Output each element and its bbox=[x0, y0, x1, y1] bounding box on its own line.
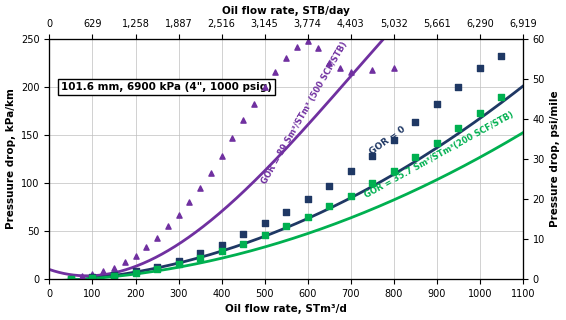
Point bbox=[250, 102, 259, 107]
Point bbox=[77, 274, 86, 279]
Point bbox=[174, 212, 183, 217]
Point bbox=[497, 53, 506, 59]
Point bbox=[152, 266, 161, 271]
Point bbox=[217, 242, 226, 247]
Y-axis label: Pressure drop, psi/mile: Pressure drop, psi/mile bbox=[551, 91, 560, 227]
Point bbox=[195, 185, 204, 190]
Point bbox=[152, 264, 161, 269]
Point bbox=[346, 70, 355, 75]
Point bbox=[325, 183, 334, 188]
Point bbox=[238, 117, 247, 122]
Point bbox=[238, 241, 247, 246]
Point bbox=[346, 193, 355, 198]
Point bbox=[293, 44, 302, 49]
Point bbox=[120, 259, 129, 264]
Point bbox=[66, 276, 75, 281]
Point bbox=[206, 171, 215, 176]
Point bbox=[260, 221, 269, 226]
Point bbox=[217, 154, 226, 159]
Point bbox=[411, 155, 420, 160]
Point bbox=[217, 249, 226, 254]
Point bbox=[282, 224, 291, 229]
Point bbox=[303, 197, 312, 202]
Point bbox=[88, 272, 97, 277]
Point bbox=[152, 235, 161, 240]
Y-axis label: Pressuure drop, kPa/km: Pressuure drop, kPa/km bbox=[6, 89, 15, 229]
Point bbox=[325, 60, 334, 65]
Point bbox=[336, 65, 345, 70]
Point bbox=[260, 232, 269, 237]
Point bbox=[475, 65, 484, 70]
Point bbox=[109, 273, 118, 278]
Point bbox=[271, 70, 280, 75]
Point bbox=[131, 253, 140, 259]
Point bbox=[389, 65, 398, 70]
Point bbox=[174, 258, 183, 263]
Point bbox=[163, 224, 172, 229]
Point bbox=[389, 168, 398, 173]
Point bbox=[432, 102, 441, 107]
Point bbox=[497, 94, 506, 99]
Point bbox=[98, 269, 108, 274]
Point bbox=[303, 38, 312, 43]
X-axis label: Oil flow rate, STB/day: Oil flow rate, STB/day bbox=[222, 5, 350, 16]
Point bbox=[131, 269, 140, 274]
Point bbox=[282, 55, 291, 60]
Point bbox=[88, 275, 97, 280]
Point bbox=[475, 110, 484, 116]
Point bbox=[368, 180, 377, 186]
X-axis label: Oil flow rate, STm³/d: Oil flow rate, STm³/d bbox=[225, 304, 347, 315]
Point bbox=[454, 84, 463, 90]
Point bbox=[238, 231, 247, 236]
Point bbox=[131, 270, 140, 276]
Point bbox=[368, 67, 377, 72]
Point bbox=[368, 154, 377, 159]
Text: GOR = 35.7 Sm³/STm³(200 SCF/STB): GOR = 35.7 Sm³/STm³(200 SCF/STB) bbox=[363, 109, 516, 199]
Point bbox=[66, 275, 75, 280]
Point bbox=[432, 140, 441, 145]
Text: GOR = 89 Sm³/STm³ (500 SCF/STB): GOR = 89 Sm³/STm³ (500 SCF/STB) bbox=[260, 40, 349, 186]
Point bbox=[195, 251, 204, 256]
Point bbox=[185, 200, 194, 205]
Point bbox=[88, 275, 97, 280]
Point bbox=[389, 137, 398, 142]
Point bbox=[109, 273, 118, 278]
Point bbox=[260, 84, 269, 90]
Point bbox=[66, 276, 75, 281]
Point bbox=[303, 214, 312, 219]
Point bbox=[325, 204, 334, 209]
Point bbox=[454, 126, 463, 131]
Point bbox=[314, 46, 323, 51]
Point bbox=[346, 169, 355, 174]
Point bbox=[195, 255, 204, 260]
Point bbox=[411, 120, 420, 125]
Text: 101.6 mm, 6900 kPa (4", 1000 psig): 101.6 mm, 6900 kPa (4", 1000 psig) bbox=[61, 82, 272, 92]
Text: GOR = 0: GOR = 0 bbox=[368, 125, 407, 157]
Point bbox=[109, 265, 118, 270]
Point bbox=[174, 261, 183, 266]
Point bbox=[282, 209, 291, 214]
Point bbox=[228, 135, 237, 140]
Point bbox=[142, 245, 151, 250]
